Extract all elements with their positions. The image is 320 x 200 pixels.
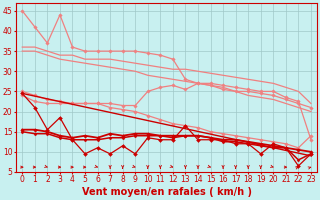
X-axis label: Vent moyen/en rafales ( km/h ): Vent moyen/en rafales ( km/h ) xyxy=(82,187,252,197)
